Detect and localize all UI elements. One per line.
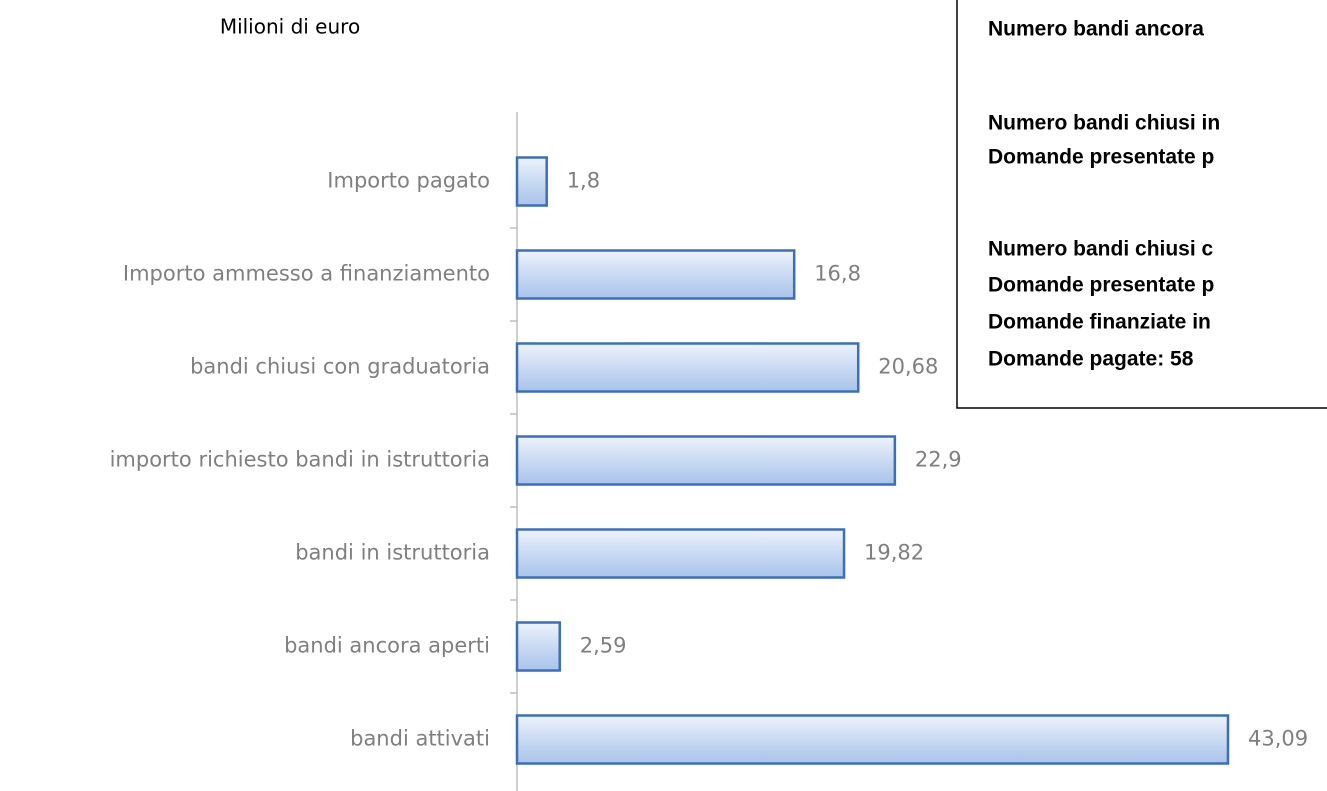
chart-title: Milioni di euro [220,15,360,39]
category-label: Importo ammesso a finanziamento [123,262,490,286]
value-label: 22,9 [915,448,962,472]
annotation: Numero bandi chiusi in [988,112,1220,135]
category-label: bandi in istruttoria [295,541,490,565]
annotation: Domande presentate p [988,274,1214,297]
bar [515,342,860,393]
annotation: Domande presentate p [988,146,1214,169]
value-label: 20,68 [878,355,938,379]
value-label: 1,8 [567,169,600,193]
bar [515,156,548,207]
category-label: importo richiesto bandi in istruttoria [110,448,490,472]
bar [515,435,897,486]
bar [515,714,1230,765]
value-label: 43,09 [1248,727,1308,751]
annotation: Numero bandi chiusi c [988,238,1214,261]
annotation: Domande pagate: 58 [988,348,1194,371]
bar [515,528,846,579]
value-label: 16,8 [814,262,861,286]
category-label: bandi ancora aperti [284,634,490,658]
value-label: 2,59 [580,634,627,658]
value-label: 19,82 [864,541,924,565]
category-label: bandi attivati [350,727,490,751]
bar [515,621,561,672]
category-label: Importo pagato [327,169,490,193]
annotation: Numero bandi ancora [988,18,1204,41]
annotation: Domande finanziate in [988,311,1211,334]
text-box [956,0,1327,409]
category-label: bandi chiusi con graduatoria [190,355,490,379]
bar [515,249,796,300]
